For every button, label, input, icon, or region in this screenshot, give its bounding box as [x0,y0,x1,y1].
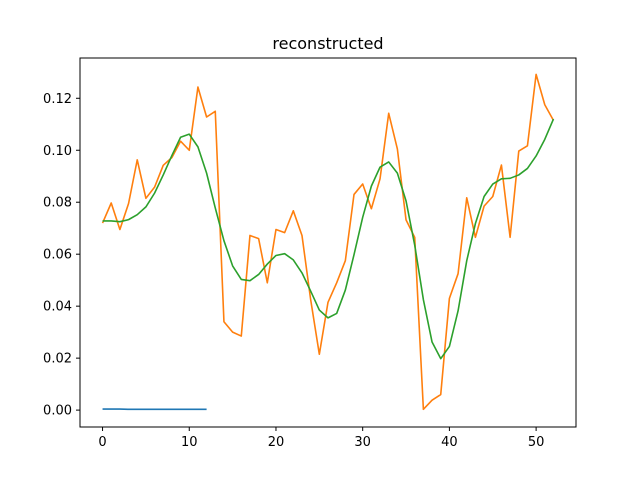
x-tick-label: 20 [268,435,285,450]
series-line-2 [101,73,555,411]
x-tick-label: 30 [354,435,371,450]
y-tick-label: 0.04 [43,300,72,315]
chart-title: reconstructed [272,34,383,53]
x-tick-label: 10 [181,435,198,450]
y-tick-label: 0.10 [43,144,72,159]
y-tick-label: 0.12 [43,92,72,107]
x-tick-label: 50 [528,435,545,450]
y-tick-label: 0.00 [43,404,72,419]
x-tick-label: 40 [441,435,458,450]
series-layer [101,73,555,411]
x-tick-label: 0 [98,435,106,450]
axes-layer: 0 10 20 30 40 50 0.00 0.02 0.04 0.06 0.08 0.10 0.12 [43,92,544,450]
plot-frame [79,57,577,428]
y-tick-label: 0.08 [43,196,72,211]
y-tick-label: 0.06 [43,248,72,263]
series-line-3 [102,118,555,360]
y-tick-label: 0.02 [43,352,72,367]
